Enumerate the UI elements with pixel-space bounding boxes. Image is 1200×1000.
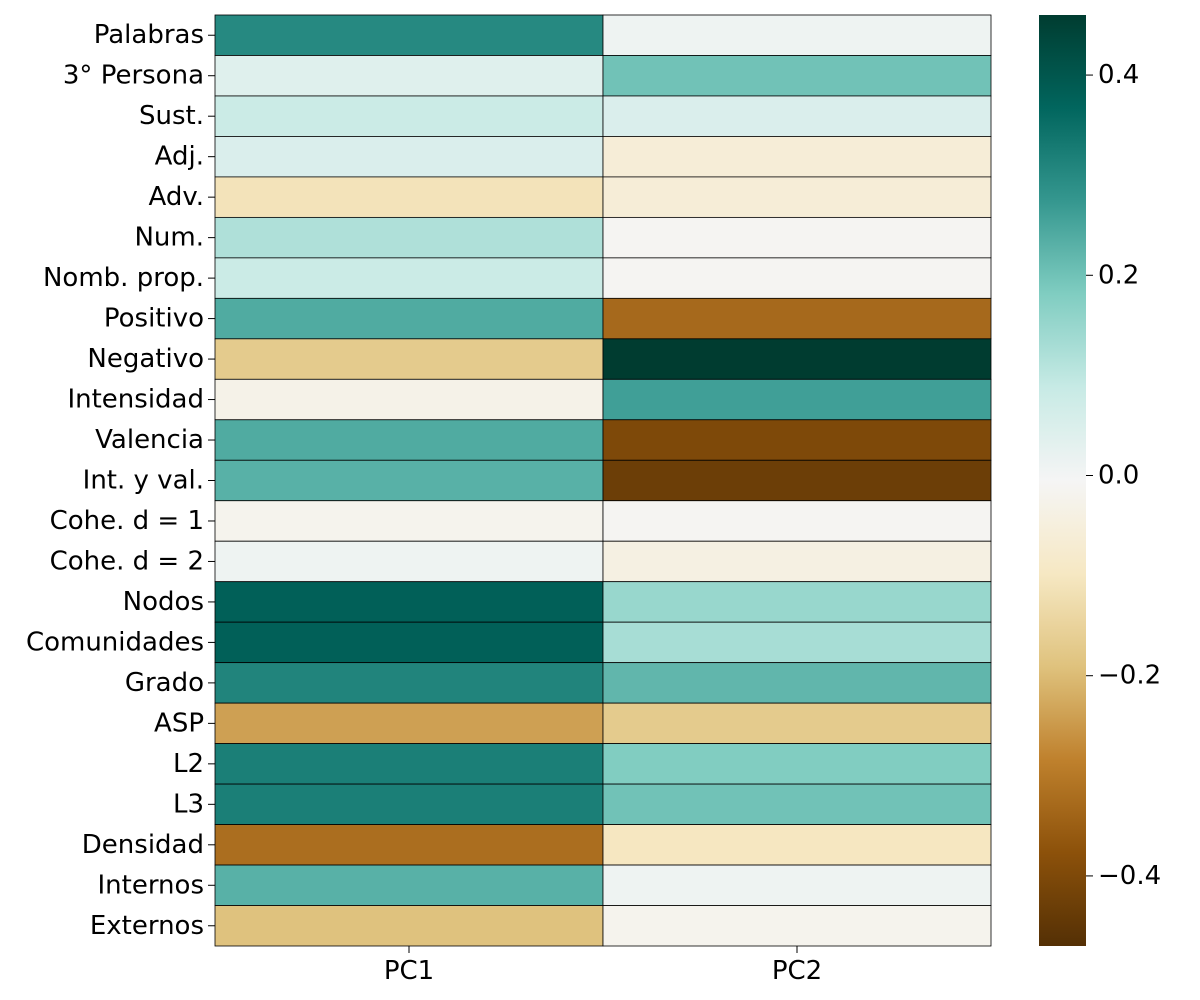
heatmap-cell bbox=[602, 216, 992, 259]
colorbar: 0.4 0.2 0.0 −0.2 −0.4 bbox=[1039, 15, 1161, 946]
heatmap-cell bbox=[214, 459, 604, 502]
heatmap-cell bbox=[214, 297, 604, 340]
colorbar-gradient bbox=[1039, 15, 1086, 946]
heatmap-cell bbox=[214, 540, 604, 583]
heatmap-cell bbox=[214, 257, 604, 299]
row-label: Palabras bbox=[94, 20, 204, 50]
heatmap-cell bbox=[214, 500, 604, 542]
column-labels: PC1 PC2 bbox=[384, 946, 822, 986]
heatmap-cell bbox=[602, 338, 992, 380]
heatmap-cell bbox=[214, 95, 604, 137]
row-label: Valencia bbox=[95, 425, 204, 455]
heatmap-cell bbox=[214, 905, 604, 947]
heatmap-cell bbox=[602, 459, 992, 502]
row-label: Nomb. prop. bbox=[43, 263, 204, 293]
column-label: PC2 bbox=[772, 956, 822, 986]
row-label: Cohe. d = 2 bbox=[50, 546, 204, 576]
heatmap-cell bbox=[214, 176, 604, 218]
heatmap-cell bbox=[602, 864, 992, 906]
heatmap-cell bbox=[602, 378, 992, 421]
colorbar-tick-label: 0.2 bbox=[1098, 260, 1139, 290]
heatmap-cell bbox=[214, 864, 604, 906]
heatmap-cell bbox=[602, 14, 992, 56]
heatmap-cell bbox=[214, 14, 604, 56]
row-label: L2 bbox=[173, 749, 204, 779]
heatmap-cell bbox=[214, 338, 604, 380]
heatmap-cell bbox=[214, 702, 604, 745]
row-label: Cohe. d = 1 bbox=[50, 506, 204, 536]
heatmap-cell bbox=[214, 216, 604, 259]
heatmap-cell bbox=[214, 378, 604, 421]
heatmap-cell bbox=[214, 55, 604, 97]
heatmap-cell bbox=[602, 702, 992, 745]
row-label: ASP bbox=[154, 708, 204, 738]
row-label: Externos bbox=[90, 911, 204, 941]
heatmap-cell bbox=[214, 743, 604, 785]
row-label: Adv. bbox=[149, 182, 204, 212]
heatmap-cell bbox=[214, 419, 604, 461]
heatmap-cell bbox=[602, 581, 992, 623]
heatmap-cell bbox=[602, 621, 992, 664]
heatmap-cell bbox=[602, 176, 992, 218]
row-label: Adj. bbox=[155, 142, 204, 172]
row-label: Sust. bbox=[139, 101, 204, 131]
row-label: Internos bbox=[97, 870, 204, 900]
row-label: Comunidades bbox=[26, 627, 204, 657]
heatmap-cell bbox=[214, 581, 604, 623]
row-label: Densidad bbox=[82, 830, 204, 860]
colorbar-tick-label: 0.4 bbox=[1098, 60, 1139, 90]
heatmap-cell bbox=[602, 257, 992, 299]
heatmap-cell bbox=[602, 55, 992, 97]
heatmap-cell bbox=[602, 824, 992, 866]
colorbar-tick-label: −0.4 bbox=[1098, 861, 1161, 891]
heatmap-cell bbox=[214, 783, 604, 825]
row-label: L3 bbox=[173, 789, 204, 819]
heatmap-cell bbox=[214, 136, 604, 178]
row-label: Intensidad bbox=[67, 385, 204, 415]
heatmap-cell bbox=[602, 662, 992, 704]
heatmap-cell bbox=[602, 95, 992, 137]
heatmap-cell bbox=[214, 824, 604, 866]
colorbar-tick-label: 0.0 bbox=[1098, 460, 1139, 490]
heatmap-cell bbox=[602, 743, 992, 785]
heatmap-cell bbox=[214, 662, 604, 704]
row-label: Int. y val. bbox=[83, 466, 204, 496]
row-label: Nodos bbox=[123, 587, 204, 617]
colorbar-tick-label: −0.2 bbox=[1098, 661, 1161, 691]
heatmap-cell bbox=[602, 783, 992, 825]
row-labels: Palabras 3° Persona Sust. Adj. Adv. Num. Nomb.… bbox=[26, 20, 215, 941]
heatmap-cell bbox=[602, 500, 992, 542]
heatmap-cell bbox=[602, 136, 992, 178]
heatmap-cell bbox=[214, 621, 604, 664]
row-label: Num. bbox=[134, 223, 204, 253]
row-label: 3° Persona bbox=[63, 61, 204, 91]
row-label: Grado bbox=[125, 668, 204, 698]
row-label: Positivo bbox=[104, 304, 204, 334]
heatmap-cells bbox=[214, 14, 992, 947]
heatmap-cell bbox=[602, 540, 992, 583]
heatmap-cell bbox=[602, 419, 992, 461]
heatmap-cell bbox=[602, 905, 992, 947]
heatmap-cell bbox=[602, 297, 992, 340]
column-label: PC1 bbox=[384, 956, 434, 986]
row-label: Negativo bbox=[87, 344, 204, 374]
